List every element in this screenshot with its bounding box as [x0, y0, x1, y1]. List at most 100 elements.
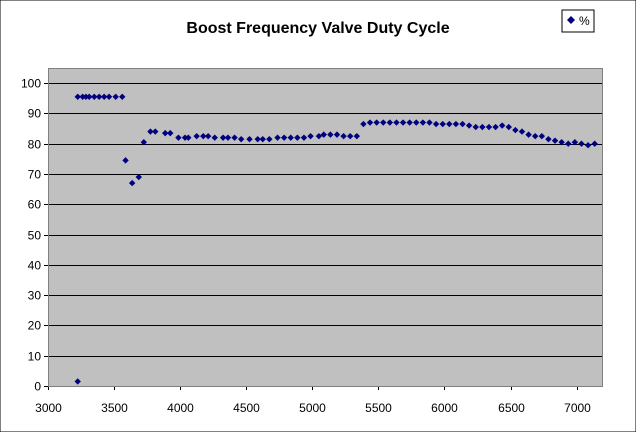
y-tick-label: 50 — [28, 229, 42, 243]
data-point — [193, 132, 200, 140]
data-point — [532, 132, 539, 140]
data-point — [479, 123, 486, 131]
data-point — [373, 119, 380, 126]
data-point — [224, 134, 232, 141]
data-point — [459, 120, 466, 128]
x-tick-label: 6500 — [498, 401, 525, 415]
data-point — [492, 123, 499, 131]
data-point — [185, 134, 192, 141]
data-point — [439, 120, 446, 128]
data-point — [320, 131, 327, 138]
data-point — [366, 119, 374, 126]
data-point — [100, 93, 108, 100]
data-point — [274, 134, 281, 141]
data-point — [406, 119, 413, 126]
data-point — [340, 132, 347, 140]
y-tick-label: 0 — [34, 380, 41, 394]
data-point — [152, 128, 159, 135]
data-point — [140, 139, 148, 146]
data-point — [525, 131, 532, 138]
data-point — [505, 123, 512, 131]
data-point — [333, 131, 341, 138]
data-point — [399, 119, 407, 126]
y-tick-label: 70 — [28, 168, 42, 182]
x-tick-label: 5500 — [365, 401, 392, 415]
data-point — [266, 135, 273, 143]
data-point — [512, 126, 519, 134]
data-point — [86, 93, 93, 100]
y-tick-label: 20 — [28, 319, 42, 333]
data-point — [465, 122, 473, 129]
data-point — [219, 134, 227, 141]
data-point — [498, 122, 506, 129]
data-point — [112, 93, 119, 100]
data-point — [294, 134, 301, 141]
data-point — [147, 128, 154, 135]
data-point — [545, 135, 552, 143]
data-point — [565, 140, 572, 147]
data-point — [485, 123, 493, 131]
legend-label: % — [579, 14, 590, 28]
data-point — [162, 129, 169, 137]
data-point — [237, 135, 245, 143]
data-point — [122, 157, 129, 164]
legend-marker — [567, 16, 575, 24]
data-point — [393, 119, 400, 126]
data-point — [353, 132, 361, 140]
data-point — [591, 140, 598, 147]
data-point — [135, 173, 142, 181]
data-point — [300, 134, 308, 141]
x-tick-label: 4500 — [233, 401, 260, 415]
data-point — [538, 132, 546, 140]
data-point — [167, 129, 174, 137]
tick-labels: 0 10 20 30 40 50 60 70 80 90 100 3000 3500 4000 4500 50… — [21, 77, 591, 416]
data-point — [254, 135, 261, 143]
data-point — [82, 93, 90, 100]
legend: % — [561, 9, 595, 33]
data-point — [446, 120, 453, 128]
x-tick-label: 7000 — [564, 401, 591, 415]
chart-title: Boost Frequency Valve Duty Cycle — [186, 20, 449, 37]
legend-box — [561, 9, 595, 33]
data-point — [472, 123, 479, 131]
data-point — [74, 378, 81, 385]
y-tick-label: 90 — [28, 107, 42, 121]
data-point — [419, 119, 427, 126]
data-point — [231, 134, 238, 141]
data-point — [380, 119, 387, 126]
data-point — [246, 135, 253, 143]
data-point — [360, 120, 367, 128]
data-point — [413, 119, 420, 126]
data-point — [386, 119, 394, 126]
data-point — [200, 132, 207, 140]
y-tick-label: 10 — [28, 350, 42, 364]
data-point — [95, 93, 103, 100]
x-tick-label: 3000 — [35, 401, 62, 415]
plot-border — [48, 68, 603, 387]
grid-lines — [48, 83, 603, 357]
plot-area — [48, 68, 603, 386]
data-point — [571, 139, 579, 146]
y-tick-label: 40 — [28, 259, 42, 273]
x-tick-label: 3500 — [101, 401, 128, 415]
data-point — [518, 128, 526, 135]
data-points — [74, 93, 598, 385]
x-tick-label: 5000 — [299, 401, 326, 415]
data-point — [119, 93, 126, 100]
data-point — [551, 137, 559, 144]
data-point — [280, 134, 288, 141]
data-point — [105, 93, 113, 100]
data-point — [175, 134, 182, 141]
y-tick-label: 30 — [28, 289, 42, 303]
axes — [44, 68, 603, 390]
data-point — [315, 132, 323, 140]
data-point — [347, 132, 354, 140]
data-point — [74, 93, 81, 100]
data-point — [432, 120, 440, 128]
data-point — [181, 134, 189, 141]
y-tick-label: 100 — [21, 77, 41, 91]
data-point — [584, 142, 592, 149]
data-point — [426, 119, 433, 126]
